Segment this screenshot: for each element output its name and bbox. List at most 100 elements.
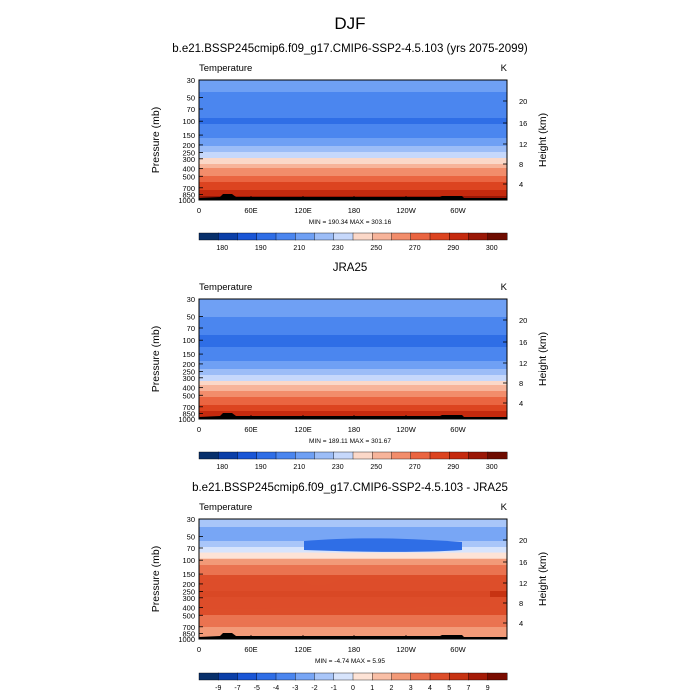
colorbar-swatch [198, 232, 219, 241]
contour-band [199, 190, 507, 193]
colorbar-swatch [256, 451, 277, 460]
y-tick-label: 400 [182, 165, 195, 174]
y-tick-label: 50 [187, 312, 195, 321]
y2-tick-label: 12 [519, 579, 527, 588]
contour-field [199, 80, 507, 200]
contour-band [199, 325, 507, 328]
contour-band [199, 577, 507, 580]
colorbar-label: 270 [409, 464, 421, 471]
contour-band [199, 170, 507, 173]
y-tick-label: 200 [182, 360, 195, 369]
colorbar-label: 9 [486, 685, 490, 692]
contour-band [199, 359, 507, 362]
plot-frame [198, 298, 508, 420]
colorbar-swatch [275, 672, 296, 681]
contour-band [199, 537, 507, 540]
contour-band [199, 321, 507, 324]
y-tick-label: 850 [182, 190, 195, 199]
colorbar-swatch [275, 451, 296, 460]
contour-band [199, 84, 507, 87]
contour-band [199, 140, 507, 143]
contour-band [199, 531, 507, 534]
contour-band [199, 391, 507, 394]
colorbar-label: 230 [332, 464, 344, 471]
x-tick-label: 0 [197, 645, 201, 654]
contour-band [199, 525, 507, 528]
contour-band [199, 82, 507, 85]
colorbar-label: -2 [311, 685, 317, 692]
contour-band [199, 371, 507, 374]
contour-band [199, 124, 507, 127]
colorbar-swatch [218, 672, 238, 681]
colorbar-label: -1 [331, 685, 337, 692]
y-tick-label: 150 [182, 131, 195, 140]
colorbar-swatch [391, 451, 412, 460]
y2-tick-label: 20 [519, 316, 527, 325]
stats-label: MIN = -4.74 MAX = 5.95 [315, 658, 385, 665]
contour-band [199, 138, 507, 141]
y2-tick-label: 8 [519, 160, 523, 169]
colorbar-swatch [314, 451, 335, 460]
y-tick-label: 30 [187, 515, 195, 524]
colorbar-swatch [295, 232, 315, 241]
contour-band [199, 561, 507, 564]
y-tick-label: 700 [182, 184, 195, 193]
contour-band [199, 575, 507, 578]
contour-band [199, 178, 507, 181]
contour-band [199, 162, 507, 165]
x-tick-label: 60W [450, 425, 466, 434]
contour-band [199, 569, 507, 572]
y2-tick-label: 16 [519, 338, 527, 347]
contour-band [199, 186, 507, 189]
contour-band [199, 309, 507, 312]
contour-band [199, 92, 507, 95]
y-tick-label: 500 [182, 611, 195, 620]
colorbar-swatch [372, 451, 392, 460]
contour-band [199, 98, 507, 101]
contour-band [199, 120, 507, 123]
contour-band [199, 559, 507, 562]
contour-band [199, 405, 507, 408]
y-tick-label: 150 [182, 570, 195, 579]
contour-band [199, 551, 507, 559]
contour-band [199, 377, 507, 380]
contour-band [199, 132, 507, 135]
topography [199, 413, 507, 419]
contour-band [199, 152, 507, 155]
colorbar-label: 0 [351, 685, 355, 692]
contour-band [199, 168, 507, 171]
y-tick-label: 500 [182, 172, 195, 181]
colorbar-label: 230 [332, 245, 344, 252]
contour-band [199, 621, 507, 624]
y-tick-label: 100 [182, 336, 195, 345]
y2-tick-label: 12 [519, 140, 527, 149]
x-tick-label: 120E [294, 206, 312, 215]
colorbar-swatch [237, 672, 258, 681]
contour-band [199, 399, 507, 402]
colorbar-label: 270 [409, 245, 421, 252]
contour-field [199, 519, 507, 639]
contour-band [199, 136, 507, 139]
y-tick-label: 300 [182, 374, 195, 383]
contour-band [199, 114, 507, 117]
colorbar-swatch [237, 232, 258, 241]
colorbar-label: 210 [293, 464, 305, 471]
contour-band [199, 335, 507, 338]
contour-band [199, 351, 507, 354]
y-tick-label: 1000 [178, 196, 195, 205]
contour-band [199, 301, 507, 304]
contour-band [199, 357, 507, 360]
contour-band [199, 90, 507, 93]
contour-band [199, 347, 507, 350]
x-tick-label: 0 [197, 206, 201, 215]
contour-band [199, 166, 507, 169]
units-label: K [501, 63, 508, 74]
colorbar-label: 250 [370, 245, 382, 252]
contour-band [199, 339, 507, 342]
contour-band [199, 571, 507, 574]
y2-tick-label: 16 [519, 119, 527, 128]
y-axis-label: Pressure (mb) [150, 107, 162, 174]
y-tick-label: 70 [187, 105, 195, 114]
colorbar-swatch [256, 672, 277, 681]
